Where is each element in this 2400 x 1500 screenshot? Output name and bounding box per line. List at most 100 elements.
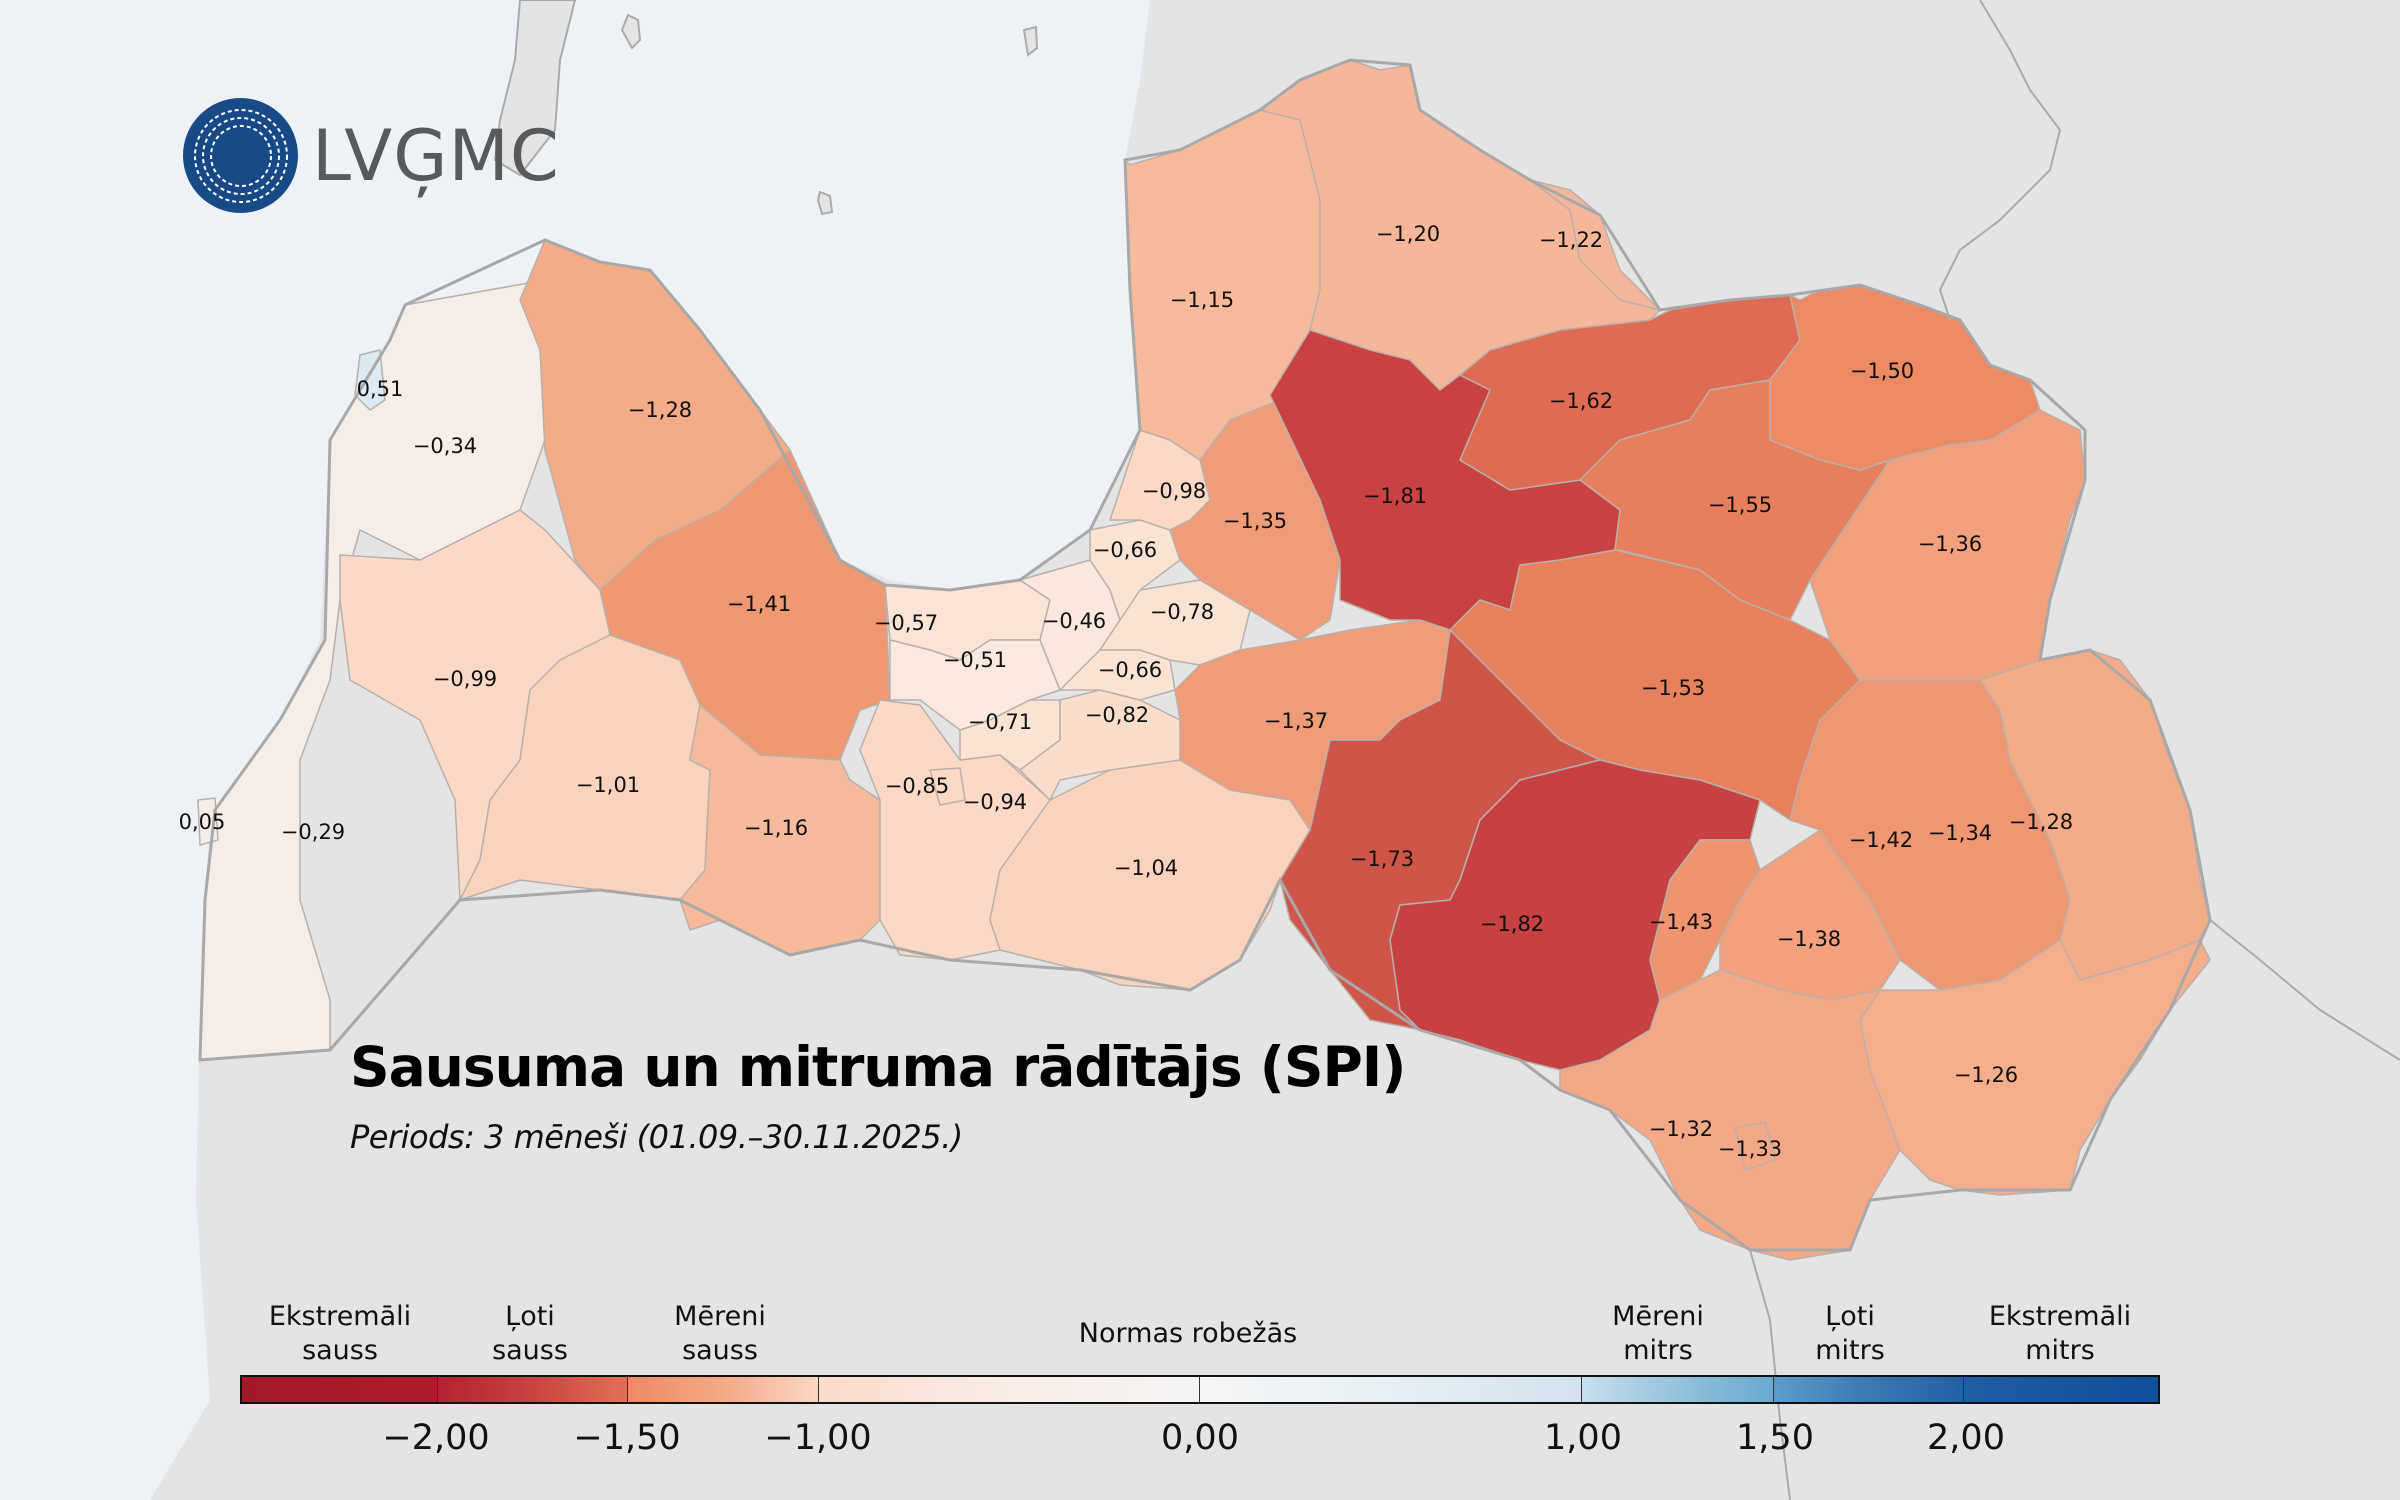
lithuania-belarus-border [1749,1249,1791,1500]
legend-seg-moderate-dry [628,1377,819,1402]
legend-category-line2: sauss [682,1335,758,1366]
region-value-label: −1,50 [1850,359,1914,383]
region-ventspils-city [354,349,386,411]
region-value-label: −1,81 [1363,484,1427,508]
region-value-label: −0,51 [943,648,1007,672]
region-value-label: −0,57 [874,611,938,635]
region-value-label: −1,16 [744,816,808,840]
region-value-label: −0,34 [413,434,477,458]
region-value-label: 0,05 [179,810,226,834]
region-value-label: −1,37 [1264,709,1328,733]
region-value-label: −1,53 [1641,676,1705,700]
region-value-label: −0,66 [1098,658,1162,682]
region-value-label: −0,46 [1042,609,1106,633]
legend-category-label: Ekstremāli mitrs [1989,1300,2131,1368]
region-value-label: −1,28 [628,398,692,422]
region-value-label: −0,82 [1085,703,1149,727]
legend-category-line1: Ļoti [1825,1301,1875,1332]
estonia-russia-border [1938,0,2062,321]
region-value-label: −1,20 [1376,222,1440,246]
region-value-label: −1,04 [1114,856,1178,880]
legend-tick-label: 0,00 [1161,1418,1239,1458]
region-daugavpils-city [1734,1121,1776,1171]
island-kihnu [1022,25,1039,57]
region-value-label: −0,71 [968,710,1032,734]
baltic-sea [0,0,1150,1500]
region-value-label: −1,01 [576,773,640,797]
region-value-label: −1,15 [1170,288,1234,312]
island-small [620,13,642,50]
legend-seg-normal-wet [1200,1377,1583,1402]
region-value-label: −1,32 [1649,1117,1713,1141]
legend-seg-very-wet [1773,1377,1965,1402]
legend-category-line1: Mēreni [674,1301,766,1332]
legend-tick-label: −2,00 [382,1418,490,1458]
legend-seg-very-dry [437,1377,629,1402]
legend-category-label: Mēreni sauss [674,1300,766,1368]
region-augsdaugava [1559,969,1901,1261]
value-labels: 0,51 −0,34 −1,28 −1,41 −0,99 −1,01 −1,16 0,05 −0… [179,222,2074,1161]
legend-category-line1: Mēreni [1612,1301,1704,1332]
legend-category-line1: Ļoti [505,1301,555,1332]
legend-category-label: Normas robežās [1079,1317,1297,1351]
region-value-label: −1,28 [2009,810,2073,834]
legend-color-bar [240,1375,2160,1404]
logo-text: LVĢMC [312,114,560,197]
legend-tick-label: 1,50 [1736,1418,1814,1458]
region-value-label: −1,73 [1350,847,1414,871]
island-ruhnu [816,190,834,216]
legend-category-line2: mitrs [1815,1335,1885,1366]
legend-tick-label: 2,00 [1927,1418,2005,1458]
legend-category-line2: mitrs [2025,1335,2095,1366]
legend-category-label: Ļoti sauss [492,1300,568,1368]
legend-seg-extreme-dry [242,1377,438,1402]
legend-seg-moderate-wet [1582,1377,1774,1402]
region-value-label: −1,38 [1777,927,1841,951]
region-value-label: −0,98 [1142,479,1206,503]
region-value-label: −1,62 [1549,389,1613,413]
legend-category-label: Ekstremāli sauss [269,1300,411,1368]
region-value-label: −1,34 [1928,821,1992,845]
map-title: Sausuma un mitruma rādītājs (SPI) [350,1035,1406,1099]
region-value-label: −0,94 [963,790,1027,814]
region-kraslava [1859,939,2211,1196]
legend-seg-extreme-wet [1964,1377,2159,1402]
legend-seg-normal-dry [818,1377,1201,1402]
legend-category-line2: sauss [302,1335,378,1366]
region-value-label: −1,35 [1223,509,1287,533]
legend-tick-label: −1,00 [764,1418,872,1458]
region-value-label: −0,78 [1150,600,1214,624]
region-value-label: −1,26 [1954,1063,2018,1087]
legend-category-line1: Normas robežās [1078,1318,1298,1349]
legend: Ekstremāli sauss Ļoti sauss Mēreni sauss Norma… [240,1300,2160,1480]
region-value-label: −1,41 [727,592,791,616]
legend-category-label: Ļoti mitrs [1815,1300,1885,1368]
region-value-label: −1,55 [1708,493,1772,517]
regions [197,59,2211,1261]
region-value-label: −1,36 [1918,532,1982,556]
legend-category-label: Mēreni mitrs [1612,1300,1704,1368]
region-jelgava-city [929,767,966,806]
region-value-label: −1,43 [1649,910,1713,934]
region-value-label: −0,29 [281,820,345,844]
region-value-label: 0,51 [357,377,404,401]
legend-tick-label: 1,00 [1544,1418,1622,1458]
region-value-label: −1,82 [1480,912,1544,936]
russia-belarus-border [2209,919,2400,1061]
region-value-label: −1,33 [1718,1137,1782,1161]
logo-globe-icon [183,98,298,213]
region-marupe [889,639,1061,731]
island-saaremaa [493,0,577,177]
map-subtitle: Periods: 3 mēneši (01.09.–30.11.2025.) [350,1118,963,1156]
lvgmc-logo: LVĢMC [183,98,560,213]
legend-category-line1: Ekstremāli [268,1301,412,1332]
region-value-label: −0,66 [1093,538,1157,562]
legend-category-line1: Ekstremāli [1988,1301,2132,1332]
legend-category-line2: mitrs [1623,1335,1693,1366]
latvia-border [198,58,2212,1252]
legend-tick-label: −1,50 [573,1418,681,1458]
region-value-label: −1,22 [1539,228,1603,252]
region-value-label: −1,42 [1849,828,1913,852]
region-value-label: −0,99 [433,667,497,691]
